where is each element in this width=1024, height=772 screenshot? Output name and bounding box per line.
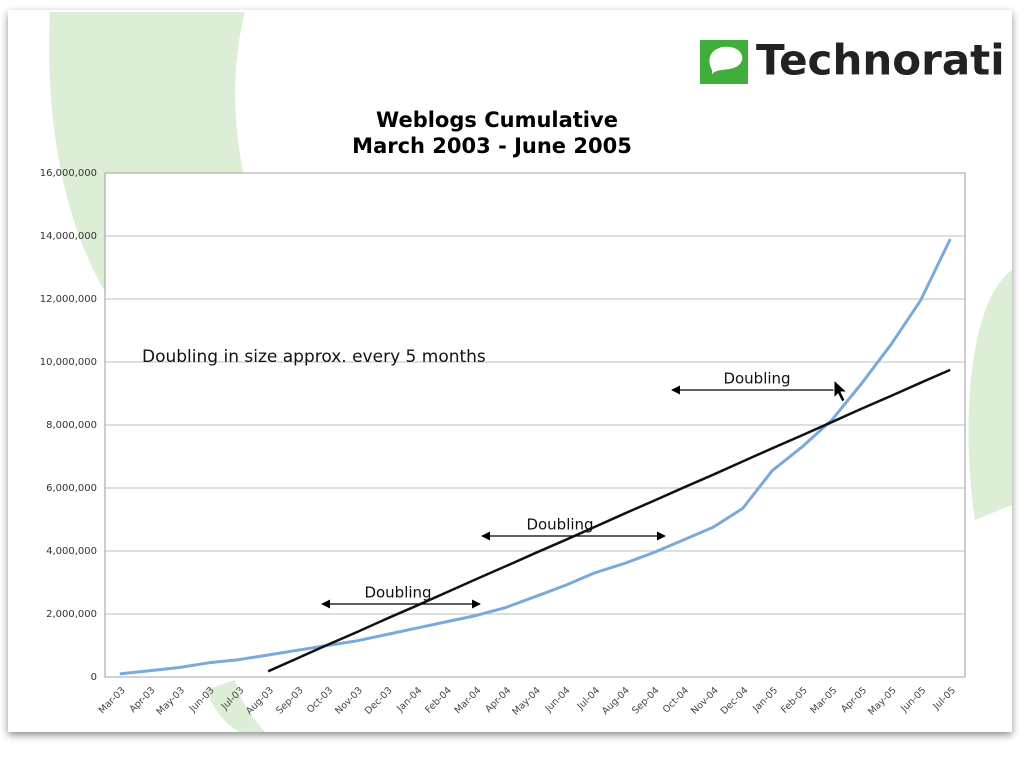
y-tick-label: 12,000,000 [40, 294, 97, 305]
y-tick-label: 2,000,000 [46, 609, 97, 620]
chart-subtitle: March 2003 - June 2005 [352, 134, 632, 158]
decor-arc [968, 270, 1012, 520]
y-tick-label: 16,000,000 [40, 168, 97, 179]
y-tick-label: 8,000,000 [46, 420, 97, 431]
mouse-cursor [833, 378, 849, 403]
y-tick-label: 10,000,000 [40, 357, 97, 368]
decor-arc [205, 680, 265, 732]
y-tick-label: 14,000,000 [40, 231, 97, 242]
chart-title: Weblogs Cumulative [376, 108, 618, 132]
series-line [119, 238, 952, 676]
logo: Technorati [700, 36, 1005, 85]
series-line [267, 368, 951, 673]
annotation: Doubling [723, 370, 790, 388]
marks [119, 238, 952, 676]
annotation: Doubling [526, 516, 593, 534]
y-tick-label: 6,000,000 [46, 483, 97, 494]
y-tick-label: 4,000,000 [46, 546, 97, 557]
logo-bubble [709, 46, 743, 74]
annotation: Doubling in size approx. every 5 months [142, 347, 486, 367]
y-tick-label: 0 [91, 672, 97, 683]
annotation: Doubling [364, 584, 431, 602]
logo-text: Technorati [756, 36, 1005, 85]
